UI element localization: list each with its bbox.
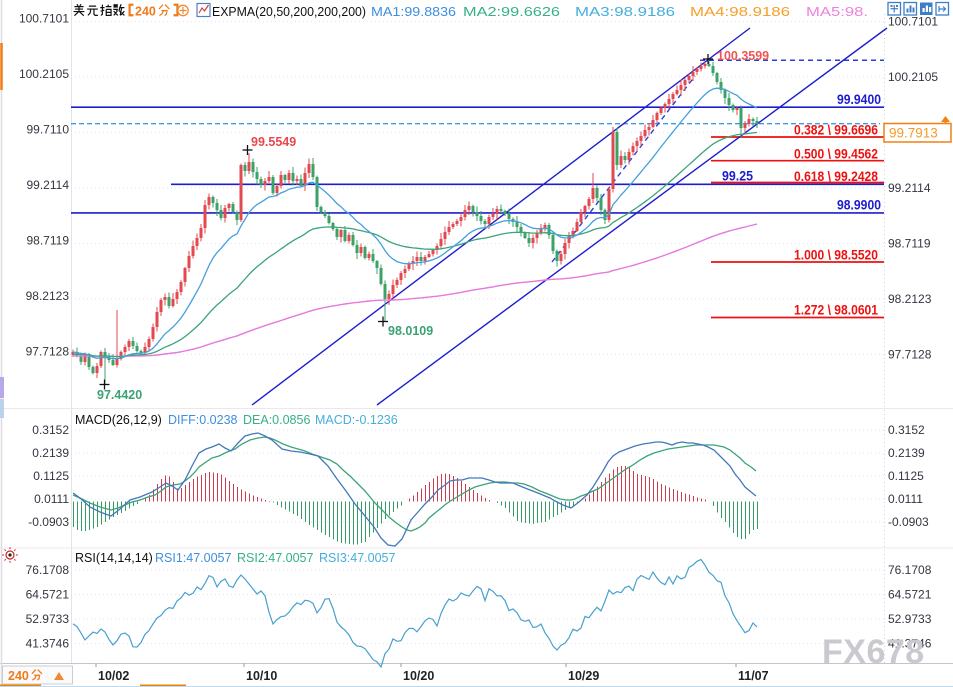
svg-text:99.7913: 99.7913: [889, 126, 938, 141]
svg-text:0.0111: 0.0111: [34, 492, 69, 506]
svg-text:99.9400: 99.9400: [837, 92, 881, 107]
svg-text:FX678: FX678: [822, 633, 925, 671]
svg-text:41.3746: 41.3746: [888, 637, 932, 651]
svg-text:99.2114: 99.2114: [27, 178, 70, 192]
svg-text:DIFF:0.0238: DIFF:0.0238: [168, 413, 238, 427]
svg-text:0.1125: 0.1125: [888, 469, 924, 483]
svg-text:MA2:99.6626: MA2:99.6626: [463, 4, 560, 19]
svg-text:99.2114: 99.2114: [888, 181, 931, 195]
svg-text:99.7110: 99.7110: [27, 122, 70, 136]
svg-text:98.7119: 98.7119: [27, 233, 70, 247]
svg-text:97.7128: 97.7128: [888, 347, 932, 361]
svg-text:98.2123: 98.2123: [888, 292, 932, 306]
svg-text:240: 240: [135, 5, 156, 19]
svg-text:11/07: 11/07: [738, 669, 769, 683]
svg-text:64.5721: 64.5721: [888, 588, 932, 602]
svg-text:10/02: 10/02: [98, 669, 129, 683]
svg-text:MA3:98.9186: MA3:98.9186: [575, 4, 675, 19]
svg-text:97.7128: 97.7128: [26, 344, 70, 358]
svg-text:98.0109: 98.0109: [388, 324, 433, 338]
svg-text:MA4:98.9186: MA4:98.9186: [690, 4, 790, 19]
svg-text:98.7119: 98.7119: [888, 236, 931, 250]
svg-text:100.3599: 100.3599: [717, 49, 769, 63]
svg-text:10/20: 10/20: [403, 669, 434, 683]
svg-text:RSI(14,14,14): RSI(14,14,14): [75, 551, 153, 565]
svg-text:99.5549: 99.5549: [251, 135, 296, 149]
svg-text:-0.0903: -0.0903: [888, 515, 929, 529]
svg-text:100.2105: 100.2105: [888, 70, 938, 84]
svg-text:98.2123: 98.2123: [26, 289, 70, 303]
svg-text:RSI2:47.0057: RSI2:47.0057: [237, 551, 313, 565]
svg-text:DEA:0.0856: DEA:0.0856: [243, 413, 310, 427]
svg-text:0.2139: 0.2139: [888, 446, 925, 460]
svg-text:98.9900: 98.9900: [837, 198, 881, 213]
svg-text:240: 240: [8, 669, 29, 683]
svg-text:52.9733: 52.9733: [888, 612, 932, 626]
svg-text:RSI1:47.0057: RSI1:47.0057: [155, 551, 231, 565]
svg-text:MACD(26,12,9): MACD(26,12,9): [75, 413, 162, 427]
svg-text:0.3152: 0.3152: [888, 423, 925, 437]
svg-text:MA5:98.: MA5:98.: [806, 4, 868, 19]
svg-text:RSI3:47.0057: RSI3:47.0057: [319, 551, 395, 565]
svg-text:EXPMA(20,50,200,200,200): EXPMA(20,50,200,200,200): [212, 4, 366, 19]
svg-text:0.3152: 0.3152: [32, 423, 69, 437]
svg-text:100.7101: 100.7101: [19, 12, 69, 26]
svg-text:MA1:99.8836: MA1:99.8836: [371, 4, 456, 19]
svg-text:0.382 \ 99.6696: 0.382 \ 99.6696: [794, 123, 878, 138]
svg-text:52.9733: 52.9733: [26, 612, 70, 626]
svg-text:97.4420: 97.4420: [97, 388, 142, 402]
svg-text:0.2139: 0.2139: [32, 446, 69, 460]
svg-text:1.000 \ 98.5520: 1.000 \ 98.5520: [794, 248, 878, 263]
svg-text:64.5721: 64.5721: [26, 588, 70, 602]
svg-text:0.0111: 0.0111: [888, 492, 923, 506]
svg-text:76.1708: 76.1708: [26, 563, 70, 577]
svg-text:1.272 \ 98.0601: 1.272 \ 98.0601: [794, 303, 878, 318]
svg-text:10/10: 10/10: [246, 669, 277, 683]
svg-text:0.500 \ 99.4562: 0.500 \ 99.4562: [794, 146, 878, 161]
svg-text:100.2105: 100.2105: [19, 67, 69, 81]
svg-text:0.618 \ 99.2428: 0.618 \ 99.2428: [794, 169, 878, 184]
svg-text:10/29: 10/29: [568, 669, 599, 683]
svg-text:99.25: 99.25: [722, 169, 753, 184]
svg-text:41.3746: 41.3746: [26, 637, 70, 651]
svg-text:100.7101: 100.7101: [888, 15, 938, 29]
svg-text:76.1708: 76.1708: [888, 563, 932, 577]
svg-text:-0.0903: -0.0903: [28, 515, 69, 529]
svg-text:0.1125: 0.1125: [33, 469, 69, 483]
svg-text:MACD:-0.1236: MACD:-0.1236: [315, 413, 398, 427]
